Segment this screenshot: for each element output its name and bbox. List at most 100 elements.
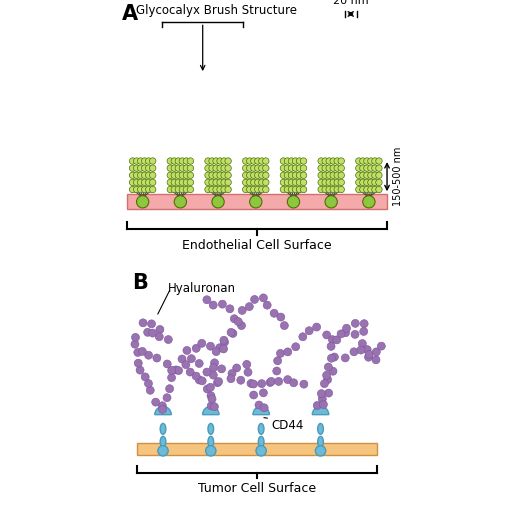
- Circle shape: [263, 172, 269, 179]
- Circle shape: [323, 372, 331, 379]
- Circle shape: [356, 165, 362, 171]
- Circle shape: [130, 165, 136, 171]
- Ellipse shape: [208, 436, 214, 447]
- Circle shape: [145, 179, 152, 186]
- Circle shape: [292, 179, 298, 186]
- Circle shape: [171, 187, 178, 193]
- Circle shape: [225, 165, 231, 171]
- Ellipse shape: [208, 424, 214, 434]
- Circle shape: [301, 158, 307, 164]
- Circle shape: [364, 187, 370, 193]
- Circle shape: [186, 368, 194, 376]
- Circle shape: [372, 158, 378, 164]
- Circle shape: [318, 158, 324, 164]
- Circle shape: [141, 172, 148, 179]
- Circle shape: [217, 158, 223, 164]
- Circle shape: [246, 172, 253, 179]
- Ellipse shape: [317, 436, 324, 447]
- Circle shape: [356, 179, 362, 186]
- Circle shape: [243, 158, 249, 164]
- Circle shape: [137, 165, 144, 171]
- Circle shape: [359, 158, 366, 164]
- Circle shape: [305, 327, 313, 335]
- Circle shape: [334, 187, 340, 193]
- Circle shape: [266, 378, 274, 386]
- Circle shape: [250, 196, 262, 208]
- Circle shape: [134, 359, 142, 367]
- Circle shape: [254, 158, 261, 164]
- Circle shape: [259, 187, 265, 193]
- Circle shape: [165, 385, 174, 393]
- Circle shape: [334, 179, 340, 186]
- Circle shape: [145, 172, 152, 179]
- Circle shape: [259, 172, 265, 179]
- Circle shape: [221, 165, 227, 171]
- Circle shape: [246, 187, 253, 193]
- Circle shape: [209, 158, 215, 164]
- Circle shape: [342, 329, 350, 337]
- Circle shape: [292, 165, 298, 171]
- Circle shape: [207, 392, 215, 400]
- Circle shape: [338, 165, 345, 171]
- Circle shape: [318, 179, 324, 186]
- Circle shape: [206, 446, 216, 456]
- Text: A: A: [122, 4, 138, 24]
- Circle shape: [172, 366, 180, 374]
- Circle shape: [288, 187, 295, 193]
- Circle shape: [356, 172, 362, 179]
- Circle shape: [203, 385, 211, 393]
- Circle shape: [179, 158, 185, 164]
- Circle shape: [183, 346, 191, 355]
- Circle shape: [350, 348, 358, 356]
- Circle shape: [156, 326, 164, 334]
- Circle shape: [368, 172, 374, 179]
- Circle shape: [301, 165, 307, 171]
- Circle shape: [315, 446, 326, 456]
- Circle shape: [318, 172, 324, 179]
- Circle shape: [175, 172, 182, 179]
- Circle shape: [243, 172, 249, 179]
- Circle shape: [338, 158, 345, 164]
- Circle shape: [296, 172, 303, 179]
- Circle shape: [167, 179, 174, 186]
- Circle shape: [274, 377, 283, 385]
- Circle shape: [167, 158, 174, 164]
- Circle shape: [171, 165, 178, 171]
- Circle shape: [359, 179, 366, 186]
- Circle shape: [221, 338, 228, 346]
- Circle shape: [132, 334, 139, 341]
- Circle shape: [217, 187, 223, 193]
- Circle shape: [243, 179, 249, 186]
- Circle shape: [217, 172, 223, 179]
- Circle shape: [187, 165, 194, 171]
- Circle shape: [175, 158, 182, 164]
- Circle shape: [179, 165, 185, 171]
- Circle shape: [296, 165, 303, 171]
- Circle shape: [337, 330, 345, 338]
- Circle shape: [144, 328, 152, 336]
- Circle shape: [144, 351, 153, 359]
- Ellipse shape: [317, 424, 324, 434]
- Circle shape: [368, 187, 374, 193]
- Circle shape: [167, 187, 174, 193]
- Circle shape: [246, 165, 253, 171]
- Circle shape: [301, 179, 307, 186]
- Circle shape: [276, 349, 285, 357]
- Circle shape: [209, 371, 217, 379]
- Circle shape: [263, 165, 269, 171]
- Circle shape: [343, 324, 351, 333]
- Circle shape: [175, 367, 183, 375]
- Text: Endothelial Cell Surface: Endothelial Cell Surface: [182, 239, 332, 252]
- Circle shape: [167, 374, 176, 382]
- Circle shape: [263, 158, 269, 164]
- Circle shape: [334, 165, 340, 171]
- Ellipse shape: [160, 436, 166, 447]
- Circle shape: [183, 172, 189, 179]
- Circle shape: [364, 165, 370, 171]
- Circle shape: [145, 158, 152, 164]
- Circle shape: [326, 158, 332, 164]
- Circle shape: [334, 172, 340, 179]
- Circle shape: [138, 347, 146, 355]
- Circle shape: [175, 187, 182, 193]
- Circle shape: [351, 330, 359, 338]
